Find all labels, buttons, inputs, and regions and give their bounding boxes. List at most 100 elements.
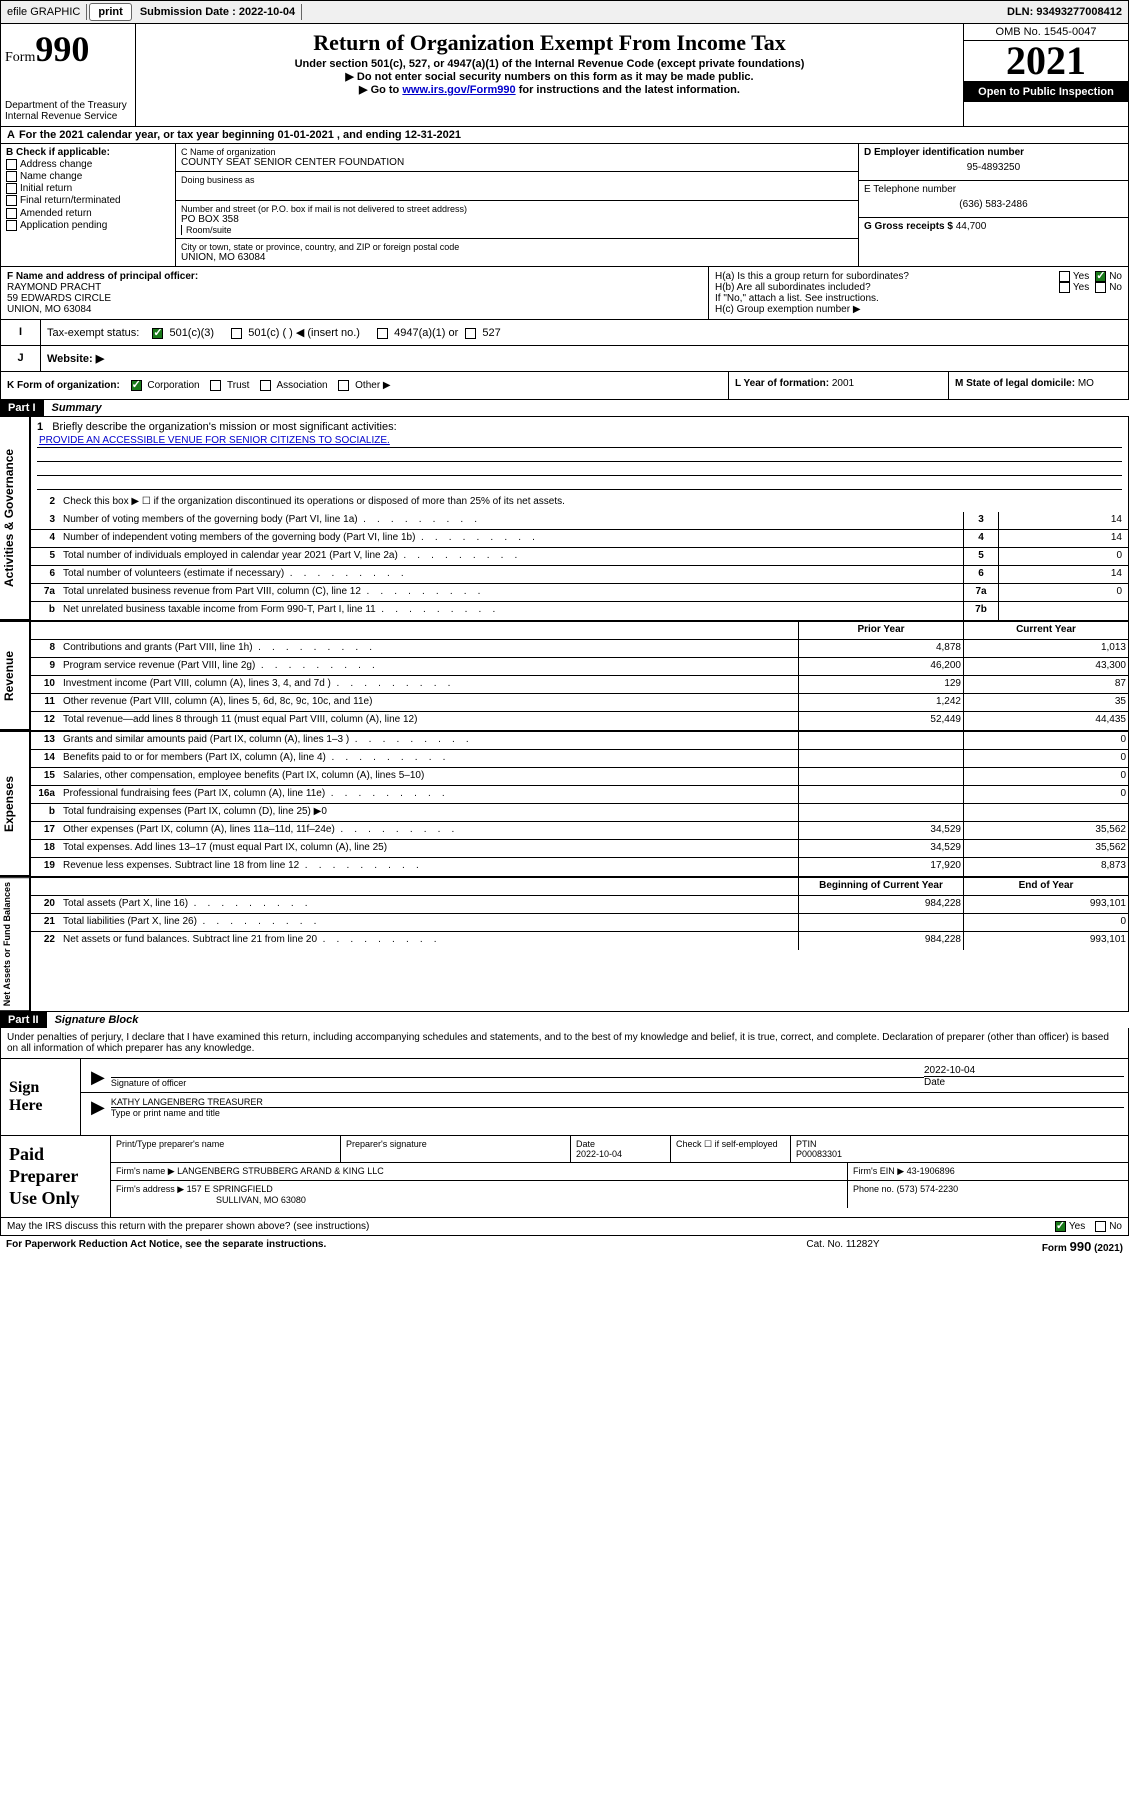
section-net-assets: Net Assets or Fund Balances Beginning of…: [0, 877, 1129, 1012]
part2-num: Part II: [0, 1012, 47, 1028]
top-bar: efile GRAPHIC print Submission Date : 20…: [0, 0, 1129, 24]
sub-label: Submission Date :: [140, 6, 236, 18]
l22-beg: 984,228: [798, 932, 963, 950]
sig-arrow-icon: ▶: [85, 1067, 111, 1088]
ln7b: b: [31, 602, 59, 620]
l21-end: 0: [963, 914, 1128, 931]
form-title: Return of Organization Exempt From Incom…: [144, 30, 955, 56]
firm-phone-cell: Phone no. (573) 574-2230: [848, 1181, 1128, 1208]
discuss-no[interactable]: [1095, 1221, 1106, 1232]
col-d: D Employer identification number 95-4893…: [858, 144, 1128, 266]
dba-value: [181, 185, 853, 197]
part2-header: Part II Signature Block: [0, 1012, 1129, 1028]
sig-name-field: KATHY LANGENBERG TREASURER Type or print…: [111, 1097, 1124, 1118]
prep-row-2: Firm's name ▶ LANGENBERG STRUBBERG ARAND…: [111, 1163, 1128, 1181]
ln5: 5: [31, 548, 59, 565]
chk-4947[interactable]: [377, 328, 388, 339]
part1-num: Part I: [0, 400, 44, 416]
city-label: City or town, state or province, country…: [181, 242, 853, 252]
l19-prior: 17,920: [798, 858, 963, 876]
chk-527[interactable]: [465, 328, 476, 339]
addr-row: Number and street (or P.O. box if mail i…: [176, 201, 858, 239]
chk-addr-change[interactable]: Address change: [6, 159, 170, 170]
l20-beg: 984,228: [798, 896, 963, 913]
prep-date-cell: Date 2022-10-04: [571, 1136, 671, 1162]
chk-501c3[interactable]: [152, 328, 163, 339]
irs-label: Internal Revenue Service: [5, 111, 131, 122]
hb-no[interactable]: [1095, 282, 1106, 293]
section-revenue: Revenue Prior YearCurrent Year 8Contribu…: [0, 621, 1129, 731]
print-button[interactable]: print: [89, 3, 131, 21]
l12-curr: 44,435: [963, 712, 1128, 730]
l14-curr: 0: [963, 750, 1128, 767]
chk-app-pending[interactable]: Application pending: [6, 220, 170, 231]
l16a-curr: 0: [963, 786, 1128, 803]
discuss-yes[interactable]: [1055, 1221, 1066, 1232]
chk-other[interactable]: [338, 380, 349, 391]
l12-prior: 52,449: [798, 712, 963, 730]
mission-text: PROVIDE AN ACCESSIBLE VENUE FOR SENIOR C…: [39, 435, 390, 446]
firm-name-cell: Firm's name ▶ LANGENBERG STRUBBERG ARAND…: [111, 1163, 848, 1180]
f-label: F Name and address of principal officer:: [7, 271, 702, 282]
dba-row: Doing business as: [176, 172, 858, 201]
sub3-post: for instructions and the latest informat…: [516, 84, 740, 96]
chk-final[interactable]: Final return/terminated: [6, 195, 170, 206]
ha-no[interactable]: [1095, 271, 1106, 282]
chk-amended[interactable]: Amended return: [6, 208, 170, 219]
l22-end: 993,101: [963, 932, 1128, 950]
form-header: Form990 Department of the Treasury Inter…: [0, 24, 1129, 127]
dba-label: Doing business as: [181, 175, 853, 185]
prep-self-emp: Check ☐ if self-employed: [671, 1136, 791, 1162]
hb-label: H(b) Are all subordinates included?: [715, 282, 1059, 293]
part1-title: Summary: [44, 400, 110, 416]
sig-row-1: ▶ Signature of officer 2022-10-04 Date: [81, 1059, 1128, 1093]
section-activities: Activities & Governance 1 Briefly descri…: [0, 416, 1129, 621]
chk-assoc[interactable]: [260, 380, 271, 391]
org-name: COUNTY SEAT SENIOR CENTER FOUNDATION: [181, 157, 853, 168]
ln4: 4: [31, 530, 59, 547]
ein-value: 95-4893250: [864, 158, 1123, 177]
chk-trust[interactable]: [210, 380, 221, 391]
hdr-beginning: Beginning of Current Year: [798, 878, 963, 895]
vtab-revenue: Revenue: [0, 621, 30, 730]
g-label: G Gross receipts $: [864, 221, 953, 232]
ln3: 3: [31, 512, 59, 529]
l20-end: 993,101: [963, 896, 1128, 913]
addr-label: Number and street (or P.O. box if mail i…: [181, 204, 853, 214]
col-b: B Check if applicable: Address change Na…: [1, 144, 176, 266]
mission-block: 1 Briefly describe the organization's mi…: [31, 417, 1128, 494]
hb-yes[interactable]: [1059, 282, 1070, 293]
officer-addr1: 59 EDWARDS CIRCLE: [7, 293, 702, 304]
footer-left: For Paperwork Reduction Act Notice, see …: [6, 1239, 743, 1254]
header-mid: Return of Organization Exempt From Incom…: [136, 24, 963, 126]
ein-block: D Employer identification number 95-4893…: [859, 144, 1128, 181]
chk-initial[interactable]: Initial return: [6, 183, 170, 194]
paid-preparer-label: Paid Preparer Use Only: [1, 1136, 111, 1217]
phone-value: (636) 583-2486: [864, 195, 1123, 214]
klm-row: K Form of organization: Corporation Trus…: [0, 372, 1129, 400]
mission-q: Briefly describe the organization's miss…: [52, 421, 396, 433]
subtitle-1: Under section 501(c), 527, or 4947(a)(1)…: [144, 58, 955, 70]
ha-yes[interactable]: [1059, 271, 1070, 282]
l4-val: 14: [998, 530, 1128, 547]
hdr-current: Current Year: [963, 622, 1128, 639]
chk-corp[interactable]: [131, 380, 142, 391]
bcd-block: B Check if applicable: Address change Na…: [0, 144, 1129, 267]
room-label: Room/suite: [186, 225, 281, 235]
l17-curr: 35,562: [963, 822, 1128, 839]
l18-curr: 35,562: [963, 840, 1128, 857]
l7b-val: [998, 602, 1128, 620]
hdr-end: End of Year: [963, 878, 1128, 895]
l11-prior: 1,242: [798, 694, 963, 711]
chk-name-change[interactable]: Name change: [6, 171, 170, 182]
d-label: D Employer identification number: [864, 147, 1123, 158]
prep-ptin-cell: PTIN P00083301: [791, 1136, 1128, 1162]
chk-501c[interactable]: [231, 328, 242, 339]
tax-exempt-status: Tax-exempt status: 501(c)(3) 501(c) ( ) …: [41, 320, 1128, 345]
form-word: Form: [5, 50, 35, 65]
tax-year: 2021: [964, 41, 1128, 81]
form-990-logo: Form990: [5, 28, 131, 70]
sign-here-block: Sign Here ▶ Signature of officer 2022-10…: [0, 1059, 1129, 1136]
h-note: If "No," attach a list. See instructions…: [715, 293, 1122, 304]
irs-link[interactable]: www.irs.gov/Form990: [402, 84, 515, 96]
